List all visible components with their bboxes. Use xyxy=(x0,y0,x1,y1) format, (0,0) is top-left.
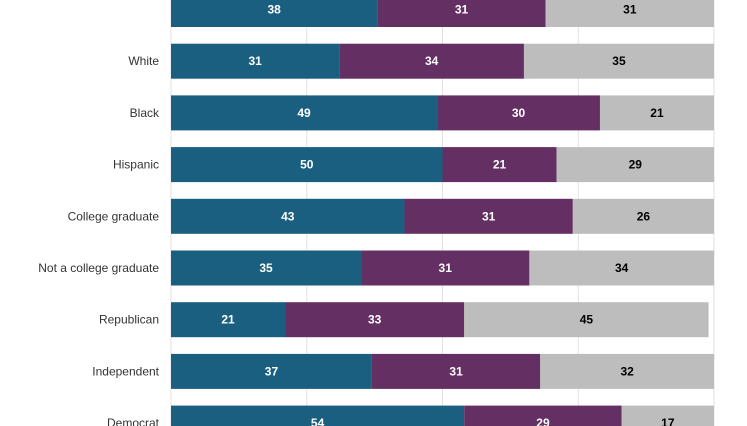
category-labels: White Black Hispanic College graduate Not a … xyxy=(38,54,160,426)
value-label-1: 35 xyxy=(259,261,273,275)
bar-segment-2 xyxy=(339,43,524,79)
bar-segment-1 xyxy=(171,302,286,338)
bar-segment-1 xyxy=(171,147,443,183)
bar-segment-1 xyxy=(171,95,438,131)
value-label-2: 33 xyxy=(368,313,382,327)
bar-segment-3 xyxy=(464,302,709,338)
value-label-1: 37 xyxy=(265,364,279,378)
value-label-1: 50 xyxy=(300,158,314,172)
bar-segment-2 xyxy=(464,405,622,426)
bar-segment-2 xyxy=(361,250,530,286)
bar-segment-3 xyxy=(523,43,714,79)
bar-segment-1 xyxy=(171,353,372,389)
bar-segment-3 xyxy=(545,0,714,27)
value-label-2: 31 xyxy=(439,261,453,275)
category-label: Not a college graduate xyxy=(38,261,159,275)
bar-segment-2 xyxy=(404,198,573,234)
value-label-2: 30 xyxy=(512,106,526,120)
value-label-1: 54 xyxy=(311,416,325,426)
bar-segment-2 xyxy=(285,302,465,338)
value-label-3: 21 xyxy=(650,106,664,120)
value-label-1: 31 xyxy=(248,54,262,68)
bar-segment-3 xyxy=(599,95,714,131)
value-label-2: 34 xyxy=(425,54,439,68)
bar-segment-2 xyxy=(377,0,546,27)
value-label-1: 21 xyxy=(221,313,235,327)
value-label-2: 31 xyxy=(482,209,496,223)
value-label-3: 31 xyxy=(623,3,637,17)
category-label: Black xyxy=(130,106,160,120)
bar-segment-1 xyxy=(171,43,340,79)
bar-segment-2 xyxy=(442,147,557,183)
value-label-3: 45 xyxy=(580,313,594,327)
bars xyxy=(171,0,714,426)
category-label: Independent xyxy=(92,364,159,378)
bar-segment-2 xyxy=(371,353,541,389)
bar-segment-3 xyxy=(572,198,714,234)
value-label-3: 17 xyxy=(661,416,675,426)
value-label-3: 32 xyxy=(620,364,634,378)
value-label-3: 35 xyxy=(612,54,626,68)
category-label: Hispanic xyxy=(113,158,159,172)
value-label-2: 29 xyxy=(536,416,550,426)
bar-segment-3 xyxy=(621,405,714,426)
value-label-2: 21 xyxy=(493,158,507,172)
category-label: College graduate xyxy=(68,209,160,223)
value-label-3: 34 xyxy=(615,261,629,275)
bar-segment-3 xyxy=(529,250,714,286)
value-label-2: 31 xyxy=(449,364,463,378)
value-label-1: 38 xyxy=(267,3,281,17)
bar-segment-2 xyxy=(437,95,600,131)
bar-segment-1 xyxy=(171,198,405,234)
value-label-1: 49 xyxy=(297,106,311,120)
bar-segment-3 xyxy=(540,353,714,389)
category-label: Republican xyxy=(99,313,159,327)
bar-segment-3 xyxy=(556,147,714,183)
value-label-3: 29 xyxy=(629,158,643,172)
value-labels: 38 31 31 31 34 35 49 30 21 50 21 29 43 31 26 35 31 34 21 33… xyxy=(221,3,675,426)
category-label: White xyxy=(128,54,159,68)
value-label-1: 43 xyxy=(281,209,295,223)
value-label-2: 31 xyxy=(455,3,469,17)
bar-segment-1 xyxy=(171,250,362,286)
category-label: Democrat xyxy=(107,416,160,426)
value-label-3: 26 xyxy=(637,209,651,223)
bar-segment-1 xyxy=(171,405,465,426)
bar-segment-1 xyxy=(171,0,378,27)
